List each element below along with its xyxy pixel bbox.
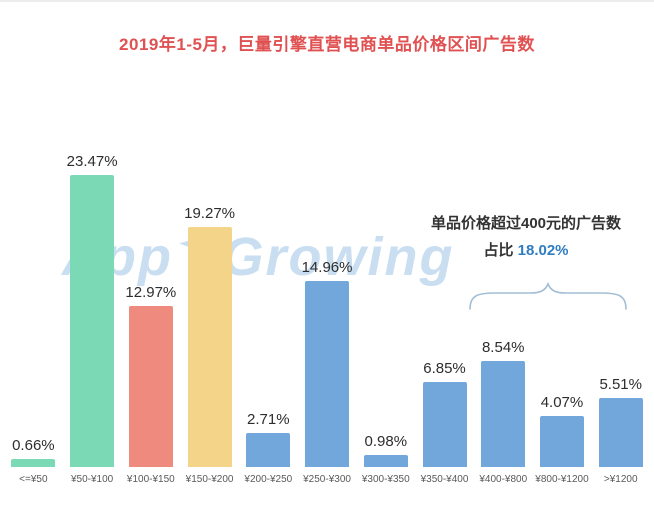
bar: [246, 433, 291, 467]
bar-value-label: 12.97%: [125, 283, 177, 301]
bar: [481, 360, 526, 467]
bar-value-label: 19.27%: [184, 205, 235, 223]
bar-column: 14.96% ¥250-¥300: [298, 259, 357, 486]
bar: [187, 227, 232, 467]
bar-column: 0.98% ¥300-¥350: [356, 433, 415, 486]
bar-value-label: 6.85%: [423, 359, 466, 377]
bar: [70, 175, 115, 467]
category-label: >¥1200: [603, 474, 638, 485]
curly-brace: [469, 282, 627, 310]
bar-value-label: 0.66%: [12, 436, 55, 454]
category-label: ¥300-¥350: [361, 474, 410, 485]
bar-value-label: 8.54%: [481, 338, 525, 356]
bar-column: 5.51% >¥1200: [591, 376, 650, 486]
category-label: ¥150-¥200: [185, 474, 234, 485]
category-label: ¥100-¥150: [126, 474, 175, 485]
annotation-label: 占比: [483, 242, 518, 259]
annotation-line1: 单品价格超过400元的广告数: [430, 215, 622, 232]
bar: [128, 305, 173, 467]
bar-value-label: 2.71%: [247, 411, 290, 429]
bar-chart: 0.66% <=¥50 23.47% ¥50-¥100 12.97% ¥100-¥150 1…: [4, 153, 650, 486]
bar-column: 19.27% ¥150-¥200: [180, 205, 239, 486]
category-label: ¥200-¥250: [244, 474, 293, 485]
bar: [422, 381, 467, 467]
bar-column: 2.71% ¥200-¥250: [239, 411, 298, 486]
bar-column: 12.97% ¥100-¥150: [121, 284, 180, 486]
bar-value-label: 5.51%: [599, 376, 642, 394]
category-label: ¥50-¥100: [70, 474, 114, 485]
bar-value-label: 0.98%: [364, 432, 408, 450]
bar: [11, 458, 56, 467]
bar: [539, 416, 584, 467]
bar: [598, 398, 643, 467]
annotation: 单品价格超过400元的广告数 占比 18.02%: [402, 210, 650, 264]
category-label: <=¥50: [19, 474, 48, 485]
bar-column: 6.85% ¥350-¥400: [415, 360, 474, 486]
bar-column: 4.07% ¥800-¥1200: [533, 394, 592, 486]
watermark-text-right: Growing: [221, 227, 455, 287]
bar-column: 0.66% <=¥50: [4, 437, 63, 486]
chart-title: 2019年1-5月，巨量引擎直营电商单品价格区间广告数: [119, 35, 535, 54]
category-label: ¥250-¥300: [303, 474, 351, 485]
bar: [363, 454, 408, 467]
bar-value-label: 14.96%: [301, 258, 353, 276]
category-label: ¥800-¥1200: [535, 474, 589, 485]
category-label: ¥350-¥400: [420, 474, 469, 485]
category-label: ¥400-¥800: [479, 474, 528, 485]
annotation-value: 18.02%: [517, 242, 569, 259]
annotation-line2: 占比 18.02%: [402, 237, 650, 264]
top-divider: [0, 0, 654, 2]
bar-value-label: 4.07%: [540, 394, 584, 412]
watermark: App➤Growing: [62, 210, 455, 288]
bar-value-label: 23.47%: [66, 153, 118, 170]
bar-column: 8.54% ¥400-¥800: [474, 339, 533, 486]
bar-column: 23.47% ¥50-¥100: [63, 153, 122, 486]
bar: [305, 280, 350, 467]
